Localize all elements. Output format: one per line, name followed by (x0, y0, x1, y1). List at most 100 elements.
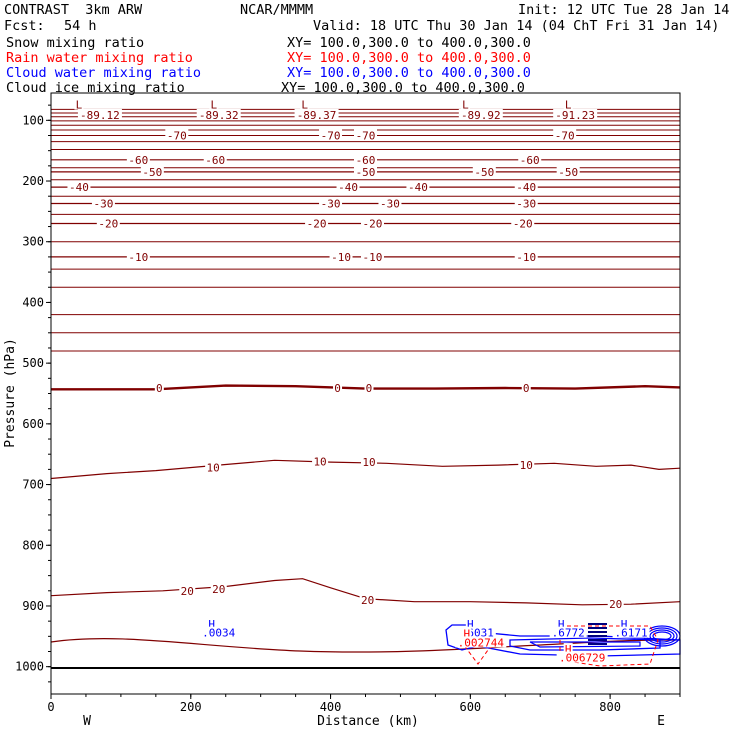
temperature-label-bg (511, 217, 535, 229)
temperature-label-bg (179, 584, 196, 596)
temperature-label-bg (294, 108, 339, 120)
temperature-label: -10 (128, 251, 148, 264)
legend-cloud-water-xy: XY= 100.0,300.0 to 400.0,300.0 (287, 65, 531, 81)
y-axis-label: Pressure (hPa) (3, 338, 18, 448)
rain-high-label-bg (462, 627, 472, 639)
low-marker-bg (209, 98, 219, 110)
cloud-water-high-label-bg (619, 618, 629, 630)
temperature-label: -89.92 (461, 109, 501, 122)
y-tick-label: 1000 (15, 660, 44, 674)
temperature-label: -40 (338, 181, 358, 194)
forecast-hour: 54 h (64, 18, 97, 34)
low-marker-bg (563, 98, 573, 110)
temperature-label-bg (140, 165, 164, 177)
temperature-label-bg (360, 250, 384, 262)
low-marker-bg (74, 98, 84, 110)
temperature-label: -89.12 (80, 109, 120, 122)
valid-time: Valid: 18 UTC Thu 30 Jan 14 (04 ChT Fri … (313, 18, 720, 34)
temperature-label-bg (514, 250, 538, 262)
temperature-label: -10 (516, 251, 536, 264)
temperature-label: -60 (356, 154, 376, 167)
temperature-label-bg (154, 382, 164, 394)
y-tick-label: 900 (22, 599, 44, 613)
cloud-water-high-label: H (621, 618, 628, 631)
temperature-label-bg (210, 582, 227, 594)
legend-rain-xy: XY= 100.0,300.0 to 400.0,300.0 (287, 50, 531, 66)
temperature-label-bg (514, 181, 538, 193)
temperature-label-bg (354, 165, 377, 177)
rain-high-label-bg (563, 643, 573, 655)
cloud-water-high-label: H (467, 618, 474, 631)
x-axis: 0 200 400 600 800 (47, 694, 681, 714)
temperature-contours (50, 108, 681, 653)
low-marker-bg (460, 98, 470, 110)
temperature-label: -70 (555, 129, 575, 142)
temperature-label: -30 (380, 197, 400, 210)
temperature-label-bg (205, 461, 222, 473)
temperature-label: -10 (331, 251, 351, 264)
forecast-label: Fcst: (4, 18, 45, 34)
temperature-label: -60 (205, 154, 225, 167)
x-tick-label: 200 (180, 700, 202, 714)
cloud-water-high-label: H (208, 618, 215, 631)
temperature-label: -70 (321, 129, 341, 142)
y-axis: 100 200 300 400 500 600 700 800 900 1000 (15, 104, 51, 683)
y-tick-label: 200 (22, 174, 44, 188)
temperature-label-bg (556, 165, 580, 177)
temperature-label-bg (196, 108, 241, 120)
temperature-label: -60 (520, 154, 540, 167)
y-tick-label: 400 (22, 295, 44, 309)
x-tick-label: 800 (599, 700, 621, 714)
low-marker: L (462, 99, 469, 112)
temperature-label: -20 (513, 218, 533, 231)
cloud-water-high-label-bg (458, 626, 496, 638)
temperature-label: -91.23 (555, 109, 595, 122)
temperature-label-bg (91, 197, 115, 209)
cloud-water-high-label-bg (549, 626, 587, 638)
temperature-label-bg (553, 129, 577, 141)
temperature-label-bg (518, 459, 535, 471)
east-label: E (657, 714, 665, 729)
contour-line (51, 384, 681, 391)
temperature-label: -50 (474, 166, 494, 179)
init-time: Init: 12 UTC Tue 28 Jan 14 (518, 2, 730, 18)
temperature-label: -40 (516, 181, 536, 194)
model-title: CONTRAST 3km ARW (4, 2, 143, 18)
low-marker: L (565, 99, 572, 112)
temperature-label-bg (360, 456, 377, 468)
contour-line (50, 578, 681, 606)
temperature-label: -10 (363, 251, 383, 264)
temperature-label-bg (126, 153, 150, 165)
temperature-label-bg (329, 250, 353, 262)
temperature-label: 20 (181, 585, 194, 598)
x-axis-label: Distance (km) (317, 714, 419, 729)
x-tick-label: 600 (459, 700, 481, 714)
legend-cloud-ice-xy: XY= 100.0,300.0 to 400.0,300.0 (281, 80, 525, 96)
temperature-label: 10 (520, 459, 533, 472)
temperature-label-bg (165, 129, 189, 141)
temperature-label: 20 (609, 598, 622, 611)
temperature-label-bg (472, 165, 496, 177)
temperature-label: -70 (167, 129, 187, 142)
temperature-label: -20 (307, 218, 327, 231)
temperature-label: -40 (408, 181, 428, 194)
low-marker: L (301, 99, 308, 112)
rain-high-label-bg (455, 636, 507, 648)
temperature-label: -40 (69, 181, 89, 194)
rain-high-label: H (464, 627, 471, 640)
temperature-label-bg (203, 153, 227, 165)
cloud-water-high-label: .6171 (615, 627, 648, 640)
temperature-label-bg (305, 217, 329, 229)
temperature-label: -50 (558, 166, 578, 179)
y-tick-label: 600 (22, 417, 44, 431)
low-marker: L (211, 99, 218, 112)
y-tick-label: 300 (22, 235, 44, 249)
cloud-water-contour (529, 641, 641, 648)
y-tick-label: 500 (22, 356, 44, 370)
cloud-water-high-label-bg (556, 618, 566, 630)
temperature-label-bg (319, 129, 343, 141)
temperature-label: -89.37 (297, 109, 337, 122)
cloud-water-high-label-bg (465, 618, 475, 630)
cloud-water-contour (649, 629, 675, 643)
temperature-label: -20 (98, 218, 118, 231)
